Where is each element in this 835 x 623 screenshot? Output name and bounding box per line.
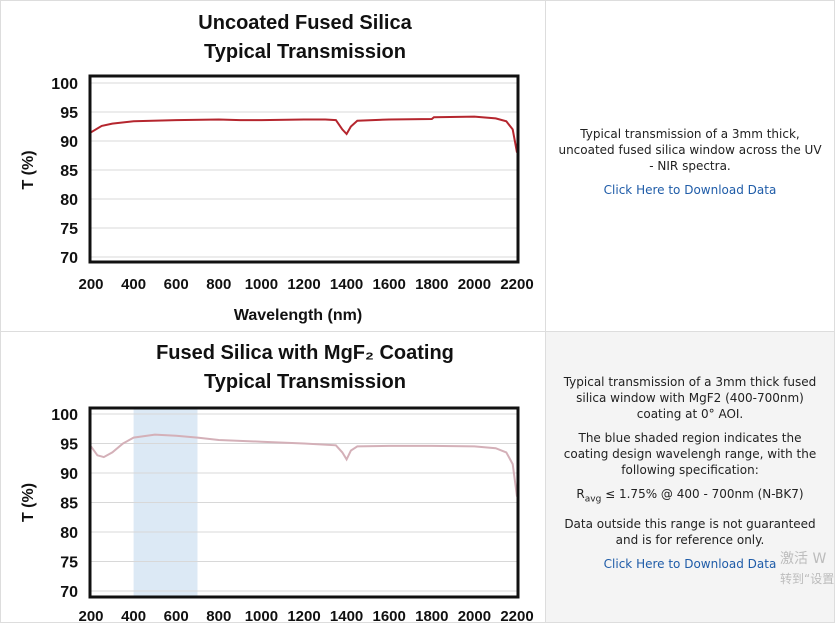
- y-tick-label: 70: [60, 584, 78, 601]
- x-tick-label: 800: [206, 608, 231, 622]
- plot-frame: [88, 406, 520, 599]
- x-tick-label: 2200: [500, 276, 533, 293]
- watermark: 转到“设置: [780, 572, 835, 586]
- y-tick-label: 90: [60, 466, 78, 483]
- plot-frame: [88, 74, 520, 264]
- chart-title: Uncoated Fused Silica: [198, 12, 412, 34]
- x-tick-label: 2200: [500, 608, 533, 622]
- x-tick-label: 1000: [245, 276, 278, 293]
- y-tick-label: 85: [60, 163, 78, 180]
- y-tick-label: 90: [60, 134, 78, 151]
- x-tick-label: 1400: [330, 608, 363, 622]
- y-tick-label: 100: [51, 76, 78, 93]
- x-tick-label: 1800: [415, 608, 448, 622]
- x-tick-label: 2000: [458, 608, 491, 622]
- y-axis-label: T (%): [20, 483, 37, 522]
- x-tick-label: 1000: [245, 608, 278, 622]
- y-tick-label: 100: [51, 407, 78, 424]
- x-tick-label: 200: [78, 608, 103, 622]
- note: Data outside this range is not guarantee…: [564, 516, 816, 547]
- x-tick-label: 2000: [458, 276, 491, 293]
- x-tick-label: 600: [164, 608, 189, 622]
- x-tick-label: 1400: [330, 276, 363, 293]
- spec-main: R: [576, 487, 585, 502]
- chart-subtitle: Typical Transmission: [204, 371, 406, 393]
- chart-subtitle: Typical Transmission: [204, 41, 406, 63]
- description: Typical transmission of a 3mm thick, unc…: [558, 127, 822, 173]
- x-tick-label: 1800: [415, 276, 448, 293]
- download-link[interactable]: Click Here to Download Data: [603, 556, 777, 571]
- watermark: 激活 W: [780, 551, 827, 567]
- y-tick-label: 95: [60, 437, 78, 454]
- y-tick-label: 75: [60, 221, 78, 238]
- plot-background: [90, 76, 518, 262]
- x-tick-label: 400: [121, 608, 146, 622]
- info-panel: Typical transmission of a 3mm thick, unc…: [545, 0, 835, 332]
- y-tick-label: 75: [60, 555, 78, 572]
- chart-title: Fused Silica with MgF₂ Coating: [156, 342, 454, 364]
- y-tick-label: 80: [60, 525, 78, 542]
- charts: 70 75 80 85 90 95 100 200 400 600 800 1000 1200 1400 1…: [20, 12, 534, 622]
- download-link[interactable]: Click Here to Download Data: [603, 183, 777, 197]
- x-axis-label: Wavelength (nm): [234, 307, 362, 324]
- x-tick-label: 1600: [373, 276, 406, 293]
- spec: Ravg ≤ 1.75% @ 400 - 700nm (N-BK7): [576, 486, 803, 507]
- y-tick-label: 95: [60, 105, 78, 122]
- description: The blue shaded region indicates the coa…: [563, 431, 817, 478]
- data-line: [90, 115, 518, 153]
- y-tick-label: 85: [60, 496, 78, 513]
- y-tick-label: 70: [60, 250, 78, 267]
- spec-rest: ≤ 1.75% @ 400 - 700nm (N-BK7): [601, 487, 804, 502]
- y-tick-label: 80: [60, 192, 78, 209]
- x-tick-label: 800: [206, 276, 231, 293]
- x-tick-label: 1600: [373, 608, 406, 622]
- x-tick-label: 600: [164, 276, 189, 293]
- x-tick-label: 1200: [287, 608, 320, 622]
- x-tick-label: 200: [78, 276, 103, 293]
- info-panel: Typical transmission of a 3mm thick fuse…: [545, 331, 835, 623]
- spec-sub: avg: [584, 494, 602, 505]
- data-line: [90, 433, 518, 497]
- x-tick-label: 1200: [287, 276, 320, 293]
- description: Typical transmission of a 3mm thick fuse…: [563, 375, 817, 422]
- x-tick-label: 400: [121, 276, 146, 293]
- y-axis-label: T (%): [20, 150, 37, 189]
